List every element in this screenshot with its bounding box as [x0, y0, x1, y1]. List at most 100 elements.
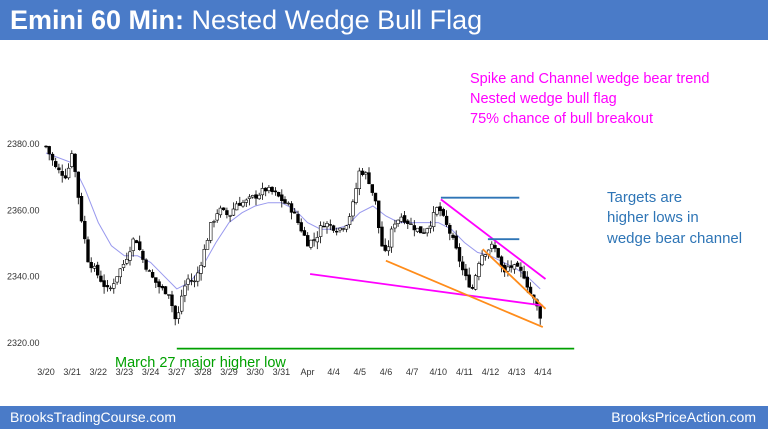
candle-body	[351, 201, 355, 217]
candle-body	[373, 192, 378, 202]
candle-body	[457, 247, 462, 262]
candle-body	[331, 225, 336, 231]
candle-body	[263, 187, 268, 192]
candle-body	[483, 254, 487, 257]
y-tick-label: 2380.00	[7, 139, 40, 149]
x-tick-label: 3/24	[142, 367, 160, 377]
candle-body	[147, 270, 152, 272]
candle-body	[415, 227, 420, 232]
x-tick-label: 3/28	[194, 367, 212, 377]
x-axis-ticks: 3/20 3/21 3/22 3/23 3/24 3/27 3/28 3/29 3/30 3/31…	[37, 367, 551, 377]
candle-body	[202, 249, 206, 267]
x-tick-label: 3/22	[90, 367, 108, 377]
magenta-annotation-line-1: Spike and Channel wedge bear trend	[470, 71, 709, 87]
candle-body	[412, 225, 416, 231]
candle-body	[312, 239, 316, 241]
candle-body	[189, 280, 194, 282]
candle-body	[225, 210, 229, 215]
footer-bar: BrooksTradingCourse.com BrooksPriceActio…	[0, 406, 768, 429]
x-tick-label: 4/6	[380, 367, 393, 377]
candle-body	[60, 171, 64, 176]
candle-body	[83, 221, 87, 240]
candle-body	[393, 223, 397, 229]
candle-body	[251, 195, 255, 198]
candle-body	[431, 212, 436, 227]
x-tick-label: 4/14	[534, 367, 552, 377]
candle-body	[44, 145, 48, 148]
candle-body	[522, 271, 526, 279]
candle-body	[383, 244, 387, 251]
candle-body	[144, 259, 148, 270]
candle-body	[192, 280, 197, 283]
candle-body	[215, 213, 219, 221]
candle-body	[309, 239, 313, 248]
candle-body	[57, 167, 61, 171]
candle-body	[260, 188, 265, 196]
candle-body	[477, 263, 481, 277]
candle-body	[318, 225, 323, 237]
x-tick-label: 4/7	[406, 367, 419, 377]
candle-body	[99, 275, 103, 282]
candle-body	[467, 274, 471, 288]
candle-body	[490, 243, 494, 249]
magenta-annotation: Spike and Channel wedge bear trend Neste…	[470, 71, 709, 127]
candle-body	[409, 223, 413, 225]
candle-body	[354, 188, 358, 203]
x-tick-label: 4/10	[429, 367, 447, 377]
x-tick-label: 4/11	[456, 367, 473, 377]
candle-body	[170, 294, 174, 306]
candle-body	[205, 240, 210, 250]
x-tick-label: 3/20	[37, 367, 55, 377]
candle-body	[138, 241, 142, 250]
candle-body	[496, 248, 500, 258]
candle-body	[341, 228, 345, 230]
candle-body	[186, 278, 190, 285]
candle-body	[244, 199, 248, 203]
candle-body	[50, 153, 55, 161]
candle-body	[406, 220, 410, 224]
candle-body	[438, 206, 442, 212]
candle-body	[538, 306, 542, 319]
magenta-annotation-line-2: Nested wedge bull flag	[470, 91, 617, 107]
candle-body	[509, 265, 513, 268]
candle-body	[234, 203, 239, 211]
candle-body	[515, 262, 520, 267]
header-bar: Emini 60 Min: Nested Wedge Bull Flag	[0, 0, 768, 40]
candle-body	[173, 305, 177, 320]
candle-body	[141, 250, 145, 260]
candle-body	[325, 223, 329, 228]
candle-body	[257, 194, 261, 200]
candle-body	[228, 215, 232, 217]
candles	[44, 145, 542, 326]
y-tick-label: 2320.00	[7, 338, 40, 348]
trend-lines	[176, 196, 575, 350]
magenta-lower-wedge-line	[309, 273, 543, 307]
targets-annotation-line-3: wedge bear channel	[606, 230, 742, 247]
candle-body	[418, 226, 423, 234]
x-tick-label: 3/27	[168, 367, 186, 377]
candle-body	[73, 153, 77, 172]
candle-body	[150, 272, 155, 278]
orange-inner-upper-line	[482, 248, 547, 310]
candle-body	[112, 283, 116, 289]
y-tick-label: 2340.00	[7, 272, 40, 282]
candle-body	[92, 265, 97, 269]
candle-body	[86, 239, 90, 263]
candle-body	[399, 216, 403, 222]
candle-body	[167, 294, 171, 296]
x-tick-label: 4/4	[327, 367, 340, 377]
footer-right-link[interactable]: BrooksPriceAction.com	[611, 409, 756, 425]
candle-body	[231, 208, 236, 216]
candle-body	[283, 199, 287, 204]
candle-body	[322, 225, 326, 228]
candle-body	[199, 265, 203, 274]
candle-body	[267, 187, 271, 191]
candle-body	[441, 209, 445, 216]
candle-body	[493, 245, 497, 249]
candle-body	[115, 276, 119, 283]
targets-annotation-line-2: higher lows in	[607, 209, 699, 226]
candle-body	[389, 228, 394, 248]
candle-body	[180, 295, 184, 312]
footer-left-link[interactable]: BrooksTradingCourse.com	[10, 409, 176, 425]
candle-body	[105, 285, 110, 288]
